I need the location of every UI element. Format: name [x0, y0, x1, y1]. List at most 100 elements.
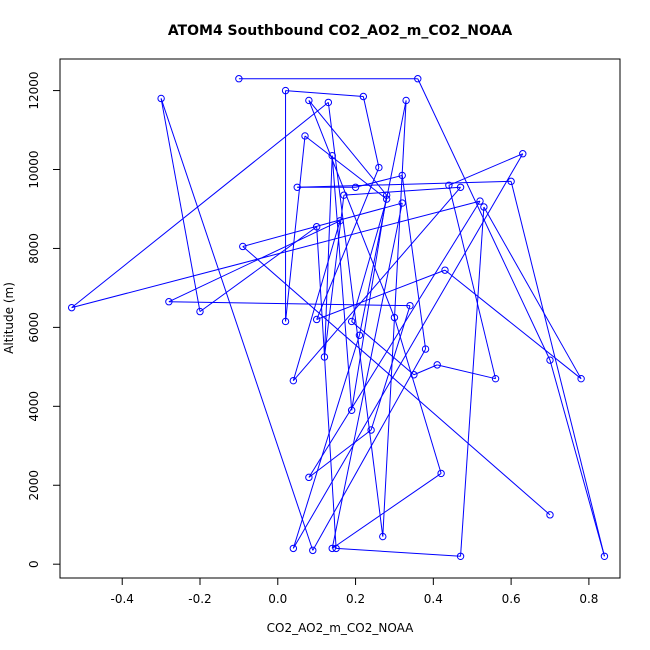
data-point [456, 552, 465, 560]
series-segment [448, 185, 497, 379]
series-segment [343, 186, 461, 196]
series-segment [160, 98, 314, 551]
series-segment [304, 135, 387, 200]
data-point [347, 317, 356, 326]
series-segment [308, 100, 395, 318]
series-segment [308, 200, 481, 478]
data-point [157, 94, 165, 103]
x-tick-label: -0.2 [188, 592, 211, 606]
y-tick-label: 0 [27, 560, 41, 568]
data-point [519, 150, 527, 158]
data-point [312, 315, 321, 324]
data-point [476, 197, 484, 205]
chart-title: ATOM4 Southbound CO2_AO2_m_CO2_NOAA [168, 23, 513, 39]
series-segment [71, 200, 481, 309]
data-point [382, 195, 391, 203]
data-point [347, 406, 356, 414]
series-segment [331, 155, 353, 411]
data-point [165, 298, 173, 306]
y-tick-label: 10000 [27, 150, 41, 188]
x-tick-label: -0.4 [111, 592, 134, 606]
x-tick-label: 0.0 [268, 592, 287, 606]
data-point [281, 86, 290, 95]
y-tick-label: 4000 [27, 391, 41, 422]
series-segment [316, 167, 380, 320]
series-segment [460, 206, 485, 557]
plot-area [59, 58, 621, 579]
series-segment [401, 175, 427, 350]
data-point [441, 266, 449, 274]
series-segment [316, 269, 446, 320]
x-tick-label: 0.2 [346, 592, 365, 606]
series-segment [242, 202, 403, 247]
data-point [433, 361, 441, 369]
x-tick-label: 0.4 [424, 592, 443, 606]
data-point [491, 374, 500, 383]
series-segment [71, 102, 329, 309]
data-point [301, 132, 309, 140]
data-point [406, 301, 414, 310]
data-point [320, 353, 329, 361]
data-point [293, 183, 301, 191]
data-point [382, 191, 391, 199]
data-point [402, 96, 410, 105]
data-point [309, 546, 317, 555]
series-segment [362, 96, 380, 168]
series-segment [351, 321, 415, 376]
x-axis-label: CO2_AO2_m_CO2_NOAA [267, 621, 414, 635]
series-segment [308, 429, 372, 478]
data-point [456, 183, 465, 191]
x-tick-label: 0.6 [502, 592, 521, 606]
series-segment [437, 364, 496, 380]
series-segment [168, 220, 341, 303]
data-point [600, 552, 609, 560]
x-axis: -0.4 -0.2 0.0 0.2 0.4 0.6 0.8 [111, 578, 598, 606]
series-segment [444, 269, 582, 380]
data-point [410, 371, 418, 379]
data-point [340, 191, 348, 199]
series-segment [292, 153, 524, 549]
data-point [281, 317, 290, 326]
data-point [196, 307, 204, 316]
data-point [332, 544, 340, 553]
y-tick-label: 8000 [27, 233, 41, 264]
data-point [312, 223, 321, 231]
data-point [398, 171, 406, 180]
series-segment [312, 348, 426, 551]
series-segment [510, 181, 605, 557]
data-point [289, 376, 298, 385]
y-axis-label: Altitude (m) [2, 282, 16, 354]
series-segment [331, 202, 403, 549]
data-point [305, 473, 313, 482]
data-point [336, 217, 344, 225]
series-segment [355, 174, 403, 188]
series-segment [323, 195, 345, 358]
data-point [67, 303, 76, 312]
series-segment [292, 335, 360, 549]
series-segment [168, 301, 411, 307]
data-point [328, 151, 336, 160]
series-segment [370, 305, 411, 431]
data-point [480, 203, 488, 211]
series-layer [67, 75, 609, 560]
series-segment [413, 364, 438, 376]
data-point [546, 511, 554, 519]
series-segment [327, 102, 384, 537]
series-segment [323, 155, 333, 358]
series-segment [316, 226, 337, 549]
data-point [289, 544, 298, 553]
series-segment [351, 195, 388, 411]
y-tick-label: 12000 [27, 71, 41, 109]
data-point [351, 183, 360, 191]
data-point [328, 544, 336, 553]
data-point [305, 96, 313, 105]
y-tick-label: 2000 [27, 470, 41, 501]
data-point [577, 374, 585, 383]
data-point [367, 426, 375, 434]
data-point [421, 345, 430, 353]
series-segment [549, 360, 605, 557]
data-point [359, 92, 368, 101]
data-point [414, 75, 422, 83]
series-segment [393, 317, 442, 474]
data-point [239, 242, 247, 251]
